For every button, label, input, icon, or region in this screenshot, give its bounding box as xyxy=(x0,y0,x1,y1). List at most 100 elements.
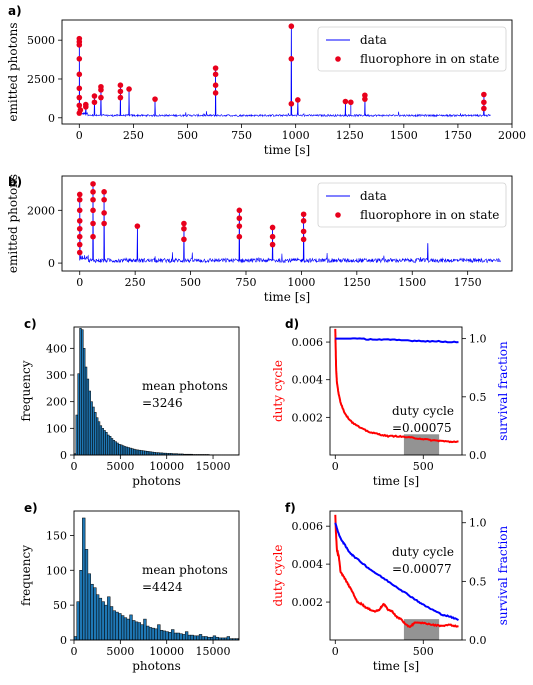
histogram-bar xyxy=(193,635,197,641)
y-tick-label: 200 xyxy=(46,396,67,409)
x-tick-label: 2000 xyxy=(498,129,526,142)
histogram-bar xyxy=(196,635,200,641)
duty-cycle-line xyxy=(334,328,459,444)
y2-tick-label: 0.0 xyxy=(469,634,487,647)
x-tick-label: 0 xyxy=(332,645,339,658)
histogram-bar xyxy=(151,627,155,641)
legend-label-data: data xyxy=(360,33,387,47)
on-state-point xyxy=(236,215,243,222)
histogram-bar xyxy=(90,401,93,456)
legend-box xyxy=(317,26,507,72)
x-tick-label: 5000 xyxy=(106,460,134,473)
histogram-bar xyxy=(146,451,149,456)
survival-fraction-line xyxy=(334,522,459,621)
on-state-point xyxy=(342,98,349,105)
x-tick-label: 750 xyxy=(231,129,252,142)
on-state-point xyxy=(76,241,83,248)
on-state-point xyxy=(348,99,354,106)
on-state-point xyxy=(212,90,219,96)
on-state-point xyxy=(76,42,83,48)
histogram-bar xyxy=(126,618,130,641)
histogram-bar xyxy=(90,583,94,641)
on-state-point xyxy=(76,218,83,224)
histogram-bar xyxy=(95,594,100,641)
y2-tick-label: 0.5 xyxy=(469,391,487,404)
y-axis-label: frequency xyxy=(19,360,33,421)
y-axis-label: duty cycle xyxy=(271,545,285,607)
histogram-bar xyxy=(157,624,161,641)
histogram-bar xyxy=(76,601,80,641)
data-trace xyxy=(79,183,501,264)
histogram-bar xyxy=(108,436,112,456)
y-tick-label: 0 xyxy=(60,634,67,647)
histogram-bar xyxy=(154,628,158,641)
annotation-line-1: duty cycle xyxy=(392,404,454,418)
y2-tick-label: 1.0 xyxy=(469,517,487,530)
annotation-line-1: mean photons xyxy=(142,563,228,577)
on-state-point xyxy=(481,91,487,98)
on-state-point xyxy=(90,233,96,240)
histogram-bar xyxy=(131,448,134,456)
y2-tick-label: 0.0 xyxy=(469,449,487,462)
axes-frame xyxy=(61,19,513,125)
annotation-line-2: =0.00075 xyxy=(392,421,452,435)
y-tick-label: 400 xyxy=(46,342,67,355)
on-state-point xyxy=(76,207,83,214)
panel-label: c) xyxy=(24,317,37,331)
legend-box xyxy=(317,182,507,228)
on-state-point xyxy=(181,236,187,243)
on-state-point xyxy=(76,71,83,78)
histogram-bar xyxy=(86,378,90,456)
y-tick-label: 0 xyxy=(48,112,55,125)
data-trace xyxy=(79,26,491,118)
histogram-bar xyxy=(212,635,217,641)
on-state-point xyxy=(101,210,107,216)
on-state-point xyxy=(77,107,84,113)
on-state-point xyxy=(236,223,243,229)
histogram-bar xyxy=(133,448,136,456)
histogram-bar xyxy=(123,617,128,641)
legend-label-on-state: fluorophore in on state xyxy=(360,208,499,222)
histogram-bar xyxy=(92,406,95,456)
on-state-point xyxy=(362,96,368,102)
histogram-bar xyxy=(140,450,143,456)
y2-tick-label: 1.0 xyxy=(469,333,487,346)
y-axis-label: emitted photons xyxy=(6,174,20,273)
histogram-bar xyxy=(97,421,101,456)
histogram-bar xyxy=(75,414,78,456)
histogram-bar xyxy=(136,449,140,456)
panel-label: d) xyxy=(285,317,299,331)
x-tick-label: 250 xyxy=(123,129,144,142)
y2-axis-label: survival fraction xyxy=(496,341,510,441)
histogram-bar xyxy=(159,629,164,641)
histogram-bar xyxy=(138,449,141,456)
on-state-point xyxy=(98,94,104,101)
histogram-bar xyxy=(198,634,203,641)
histogram-bar xyxy=(125,446,129,456)
panel-label: f) xyxy=(285,501,296,515)
annotation-line-2: =4424 xyxy=(142,580,183,594)
histogram-bar xyxy=(87,573,91,641)
legend-label-on-state: fluorophore in on state xyxy=(360,52,499,66)
on-state-point xyxy=(236,207,243,214)
on-state-point xyxy=(76,102,83,109)
on-state-point xyxy=(90,220,96,227)
x-tick-label: 10000 xyxy=(149,645,184,658)
x-axis-label: time [s] xyxy=(373,659,419,673)
on-state-point xyxy=(269,241,276,248)
histogram-bar xyxy=(79,328,82,456)
histogram-bar xyxy=(121,445,125,456)
on-state-point xyxy=(117,88,124,95)
x-tick-label: 500 xyxy=(177,129,198,142)
histogram-bar xyxy=(112,440,116,456)
histogram-bar xyxy=(101,428,104,456)
histogram-bar xyxy=(94,412,97,456)
x-tick-label: 10000 xyxy=(149,460,184,473)
on-state-point xyxy=(76,225,83,232)
histogram-bar xyxy=(132,620,136,641)
histogram-bar xyxy=(190,634,194,641)
histogram-bar xyxy=(143,618,147,641)
x-tick-label: 0 xyxy=(76,276,83,289)
x-tick-label: 1000 xyxy=(282,129,310,142)
y2-axis-label: survival fraction xyxy=(496,525,510,625)
